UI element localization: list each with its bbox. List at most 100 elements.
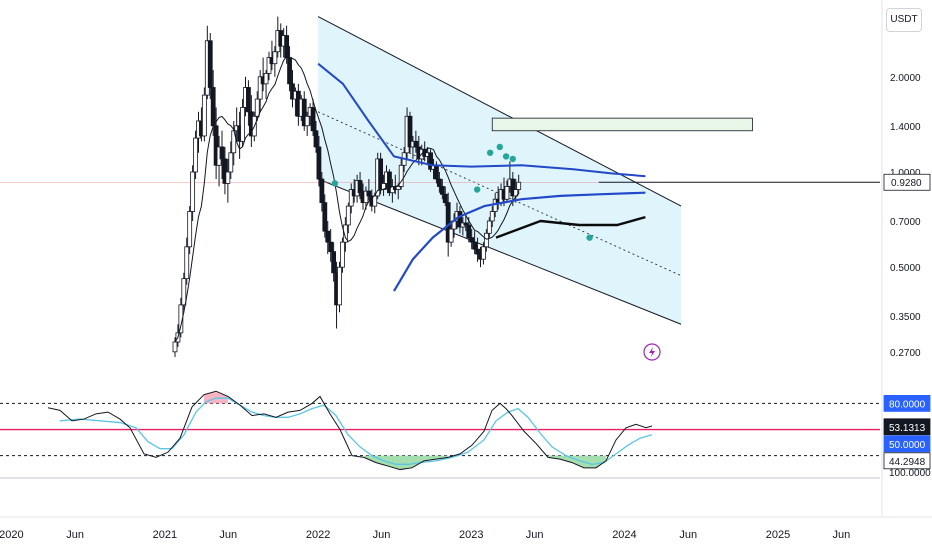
channel-middle-line[interactable]: [317, 111, 682, 277]
candle[interactable]: [184, 246, 190, 280]
candle[interactable]: [486, 220, 492, 234]
candle[interactable]: [483, 232, 489, 248]
candle[interactable]: [466, 224, 472, 239]
candle[interactable]: [366, 190, 372, 197]
candle[interactable]: [190, 171, 196, 212]
candle[interactable]: [472, 241, 478, 250]
candle[interactable]: [313, 130, 319, 148]
lightning-bolt-glyph: [649, 347, 655, 357]
candle[interactable]: [322, 202, 328, 232]
candle[interactable]: [398, 164, 404, 187]
candle[interactable]: [304, 115, 310, 127]
candle[interactable]: [345, 205, 351, 226]
rsi-badge-overbought-label: 80.0000: [889, 399, 926, 410]
candle[interactable]: [240, 107, 245, 142]
candle[interactable]: [337, 266, 342, 306]
candle[interactable]: [257, 76, 263, 100]
candle[interactable]: [316, 146, 322, 180]
x-tick-label: 2020: [0, 529, 24, 541]
candle[interactable]: [310, 107, 316, 132]
rsi-line[interactable]: [47, 390, 653, 471]
candle[interactable]: [301, 98, 307, 127]
candle[interactable]: [219, 146, 225, 160]
y-tick-label: 0.3500: [890, 312, 921, 323]
candle[interactable]: [387, 171, 392, 194]
candle[interactable]: [187, 211, 193, 248]
y-tick-label: 0.2700: [890, 348, 921, 359]
x-tick-label: 2023: [459, 529, 483, 541]
candle[interactable]: [213, 125, 219, 166]
y-tick-label: 0.5000: [890, 263, 921, 274]
candle[interactable]: [516, 181, 522, 190]
candle[interactable]: [442, 193, 448, 204]
candle[interactable]: [246, 87, 251, 113]
candle[interactable]: [407, 115, 413, 148]
candle[interactable]: [284, 35, 290, 58]
candle[interactable]: [357, 180, 363, 194]
signal-dot-icon: [496, 143, 503, 151]
candle[interactable]: [481, 246, 486, 260]
candle[interactable]: [272, 51, 278, 65]
candle[interactable]: [225, 171, 231, 184]
candle[interactable]: [428, 152, 433, 170]
candle[interactable]: [319, 178, 325, 204]
candle[interactable]: [439, 186, 445, 195]
candle[interactable]: [434, 164, 439, 180]
support-curve[interactable]: [495, 215, 646, 239]
rsi-pane[interactable]: [0, 390, 880, 479]
candle[interactable]: [325, 230, 331, 243]
candle[interactable]: [228, 152, 234, 173]
candle[interactable]: [395, 186, 401, 190]
candle[interactable]: [331, 251, 337, 274]
candle[interactable]: [263, 72, 269, 85]
rsi-badge-current-label: 53.1313: [889, 423, 926, 434]
y-tick-label: 0.7000: [890, 217, 921, 228]
candle[interactable]: [328, 241, 334, 253]
channel-lower-line[interactable]: [317, 178, 682, 325]
candle[interactable]: [489, 211, 495, 222]
candle[interactable]: [287, 57, 292, 85]
candle[interactable]: [475, 248, 480, 255]
moving-average-fast[interactable]: [174, 56, 520, 343]
candle[interactable]: [457, 211, 463, 228]
rsi-badge-current: [883, 418, 931, 436]
candle[interactable]: [210, 87, 216, 127]
candle[interactable]: [207, 40, 213, 88]
candle[interactable]: [363, 190, 369, 204]
candle[interactable]: [342, 224, 348, 243]
candle[interactable]: [378, 158, 384, 190]
candle[interactable]: [513, 189, 519, 197]
y-tick-label: 1.0000: [890, 168, 921, 179]
y-tick-label: 2.0000: [890, 73, 921, 84]
candle[interactable]: [448, 228, 454, 243]
rsi-badge-signal-label: 44.2948: [889, 457, 926, 468]
candle[interactable]: [348, 189, 354, 207]
price-badge: [883, 173, 931, 191]
moving-average-blue-long[interactable]: [393, 191, 646, 292]
resistance-zone[interactable]: [491, 117, 753, 132]
candle[interactable]: [193, 137, 198, 173]
candle[interactable]: [463, 222, 469, 226]
candle[interactable]: [436, 178, 442, 187]
candle[interactable]: [340, 241, 345, 268]
price-pane[interactable]: [0, 16, 880, 361]
moving-average-blue-mid[interactable]: [317, 62, 646, 178]
candle[interactable]: [254, 98, 260, 117]
candle[interactable]: [413, 140, 419, 148]
candle[interactable]: [510, 178, 516, 197]
candle[interactable]: [469, 237, 475, 243]
rsi-signal-line[interactable]: [59, 397, 653, 465]
candle[interactable]: [172, 341, 178, 353]
candle[interactable]: [201, 94, 207, 137]
candle[interactable]: [181, 278, 187, 306]
rsi-badge-mid-label: 50.0000: [889, 440, 926, 451]
quote-unit-button[interactable]: USDT: [886, 8, 922, 32]
candle[interactable]: [504, 186, 510, 200]
candle[interactable]: [222, 158, 228, 184]
signal-dot-icon: [586, 234, 593, 241]
candle[interactable]: [372, 195, 378, 207]
signal-dot-icon: [331, 180, 339, 187]
candle[interactable]: [266, 57, 272, 74]
